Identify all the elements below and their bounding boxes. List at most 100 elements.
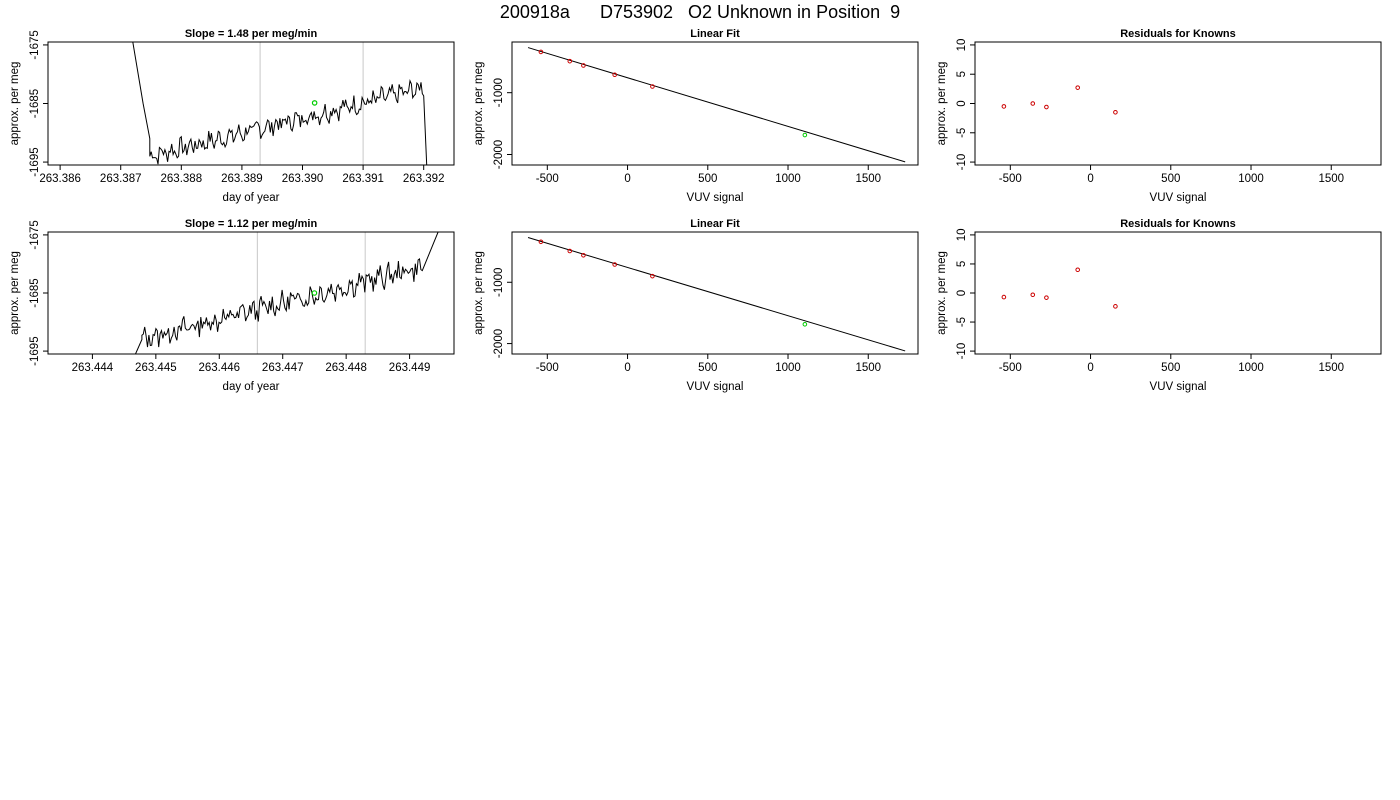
fit-line — [527, 237, 906, 352]
chart-title: Residuals for Knowns — [1120, 218, 1236, 230]
x-tick-label: 263.449 — [389, 362, 431, 374]
plot-area — [135, 232, 439, 354]
y-tick-label: 5 — [956, 261, 968, 267]
x-axis: 263.444 263.445 263.446 263.447 263.448 263.4… — [72, 354, 431, 393]
x-tick-label: 263.389 — [221, 173, 263, 185]
panel-2-linear-fit: Linear Fit -500 0 500 1000 1500 VUV signal -100… — [473, 218, 919, 393]
x-axis-label: day of year — [223, 381, 280, 393]
unknown-point — [311, 100, 318, 106]
plot-frame — [47, 231, 455, 355]
known-point — [1075, 267, 1081, 273]
plot-area — [527, 237, 906, 352]
x-axis: -500 0 500 1000 1500 VUV signal — [999, 165, 1344, 204]
x-axis-label: VUV signal — [1150, 381, 1207, 393]
x-tick-label: 263.391 — [342, 173, 384, 185]
y-axis: 10 5 0 -5 -10 approx. per meg — [936, 229, 975, 360]
plot-frame — [974, 41, 1382, 166]
panel-2-residuals: Residuals for Knowns -500 0 500 1000 1500 VUV … — [936, 218, 1382, 393]
x-tick-label: -500 — [999, 173, 1022, 185]
x-tick-label: 1000 — [1238, 362, 1264, 374]
y-tick-label: -10 — [956, 343, 968, 360]
x-tick-label: 1000 — [775, 362, 801, 374]
plot-area — [1001, 267, 1118, 309]
y-axis-label: approx. per meg — [936, 251, 948, 335]
known-point — [1075, 85, 1081, 90]
x-tick-label: 263.388 — [161, 173, 203, 185]
y-axis: -1675 -1685 -1695 approx. per meg — [9, 220, 48, 366]
x-tick-label: 500 — [698, 173, 717, 185]
plot-frame — [511, 41, 919, 166]
plot-frame — [47, 41, 455, 166]
x-tick-label: -500 — [999, 362, 1022, 374]
unknown-point — [802, 132, 808, 138]
x-tick-label: 500 — [698, 362, 717, 374]
y-tick-label: -10 — [956, 154, 968, 171]
x-tick-label: 263.387 — [100, 173, 142, 185]
x-tick-label: 263.392 — [403, 173, 445, 185]
x-tick-label: 1500 — [1318, 362, 1344, 374]
known-point — [567, 248, 573, 254]
x-tick-label: 0 — [624, 362, 630, 374]
y-tick-label: -2000 — [493, 329, 505, 358]
x-axis-label: VUV signal — [687, 381, 744, 393]
plot-area — [132, 42, 428, 165]
x-tick-label: 500 — [1161, 173, 1180, 185]
y-axis-label: approx. per meg — [936, 62, 948, 146]
x-axis-label: day of year — [223, 192, 280, 204]
plot-frame — [511, 231, 919, 355]
y-tick-label: -2000 — [493, 140, 505, 169]
x-axis-label: VUV signal — [1150, 192, 1207, 204]
x-tick-label: 263.448 — [325, 362, 367, 374]
known-point — [1113, 109, 1118, 115]
y-axis: 10 5 0 -5 -10 approx. per meg — [936, 39, 975, 171]
y-tick-label: 10 — [956, 229, 968, 242]
panel-1-residuals: Residuals for Knowns -500 0 500 1000 1500 VUV … — [936, 28, 1382, 204]
known-point — [538, 49, 544, 55]
known-point — [1030, 292, 1036, 298]
y-tick-label: 5 — [956, 71, 968, 77]
unknown-point — [311, 290, 318, 296]
y-tick-label: -1685 — [29, 89, 41, 118]
x-axis-label: VUV signal — [687, 192, 744, 204]
x-tick-label: 500 — [1161, 362, 1180, 374]
y-axis-label: approx. per meg — [9, 251, 21, 335]
known-point — [612, 72, 618, 78]
x-axis: -500 0 500 1000 1500 VUV signal — [999, 354, 1344, 393]
x-tick-label: 263.390 — [282, 173, 324, 185]
y-tick-label: 10 — [956, 39, 968, 52]
known-point — [567, 58, 573, 64]
chart-title: Linear Fit — [690, 218, 740, 230]
known-point — [1044, 295, 1049, 300]
known-point — [1001, 104, 1007, 109]
unknown-point — [802, 321, 808, 327]
x-tick-label: 1000 — [775, 173, 801, 185]
data-series-line — [135, 232, 439, 354]
y-axis: -1000 -2000 approx. per meg — [473, 62, 512, 169]
x-tick-label: 1000 — [1238, 173, 1264, 185]
x-tick-label: 1500 — [855, 362, 881, 374]
plot-area — [527, 47, 906, 163]
y-tick-label: 0 — [956, 290, 968, 296]
known-point — [650, 273, 655, 279]
known-point — [1030, 101, 1036, 106]
x-tick-label: 1500 — [1318, 173, 1344, 185]
x-axis: -500 0 500 1000 1500 VUV signal — [536, 354, 881, 393]
panel-2-time-series: Slope = 1.12 per meg/min 263.444 263.445 26… — [9, 218, 455, 393]
known-point — [538, 239, 544, 245]
x-tick-label: 263.445 — [135, 362, 177, 374]
chart-title: Slope = 1.12 per meg/min — [185, 218, 318, 230]
y-tick-label: -1675 — [29, 30, 41, 59]
known-point — [650, 84, 655, 89]
plot-area — [1001, 85, 1118, 115]
chart-title: Linear Fit — [690, 28, 740, 40]
x-tick-label: 263.386 — [39, 173, 81, 185]
known-point — [1113, 304, 1118, 309]
x-tick-label: 263.444 — [72, 362, 114, 374]
y-tick-label: -5 — [956, 128, 968, 138]
x-tick-label: -500 — [536, 362, 559, 374]
y-axis: -1000 -2000 approx. per meg — [473, 251, 512, 358]
page-title: 200918a D753902 O2 Unknown in Position 9 — [499, 2, 901, 22]
known-point — [581, 252, 586, 258]
known-point — [581, 63, 586, 68]
